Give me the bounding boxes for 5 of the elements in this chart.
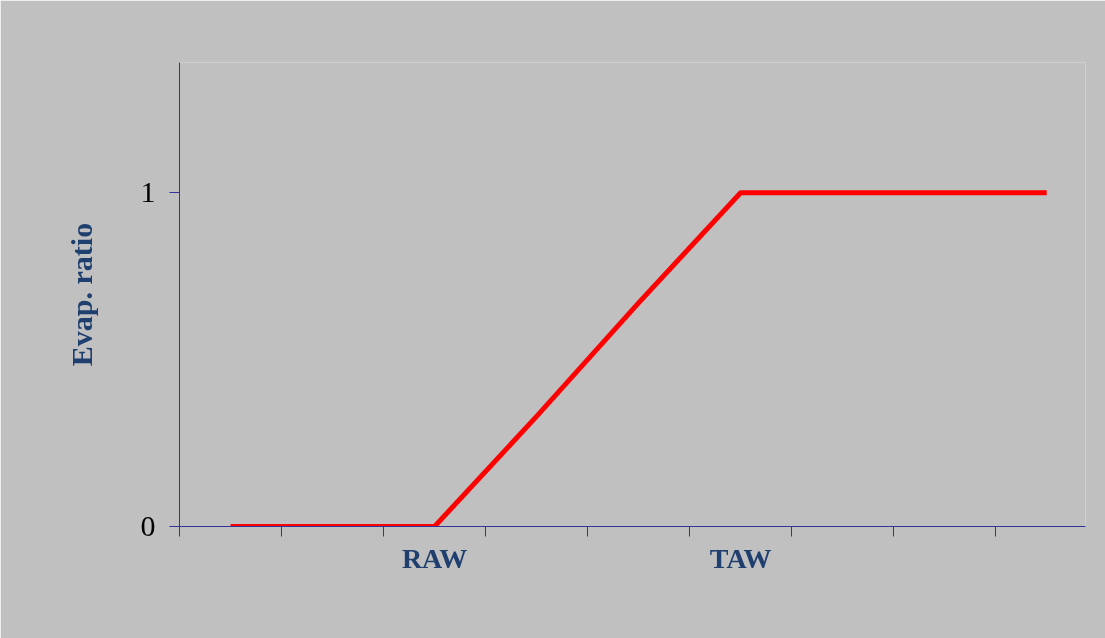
x-tick-label: RAW [401,542,468,574]
y-tick-label: 0 [140,509,156,542]
y-tick-label: 1 [140,175,156,209]
x-tick-label: TAW [709,542,772,574]
y-axis-title: Evap. ratio [64,222,98,367]
